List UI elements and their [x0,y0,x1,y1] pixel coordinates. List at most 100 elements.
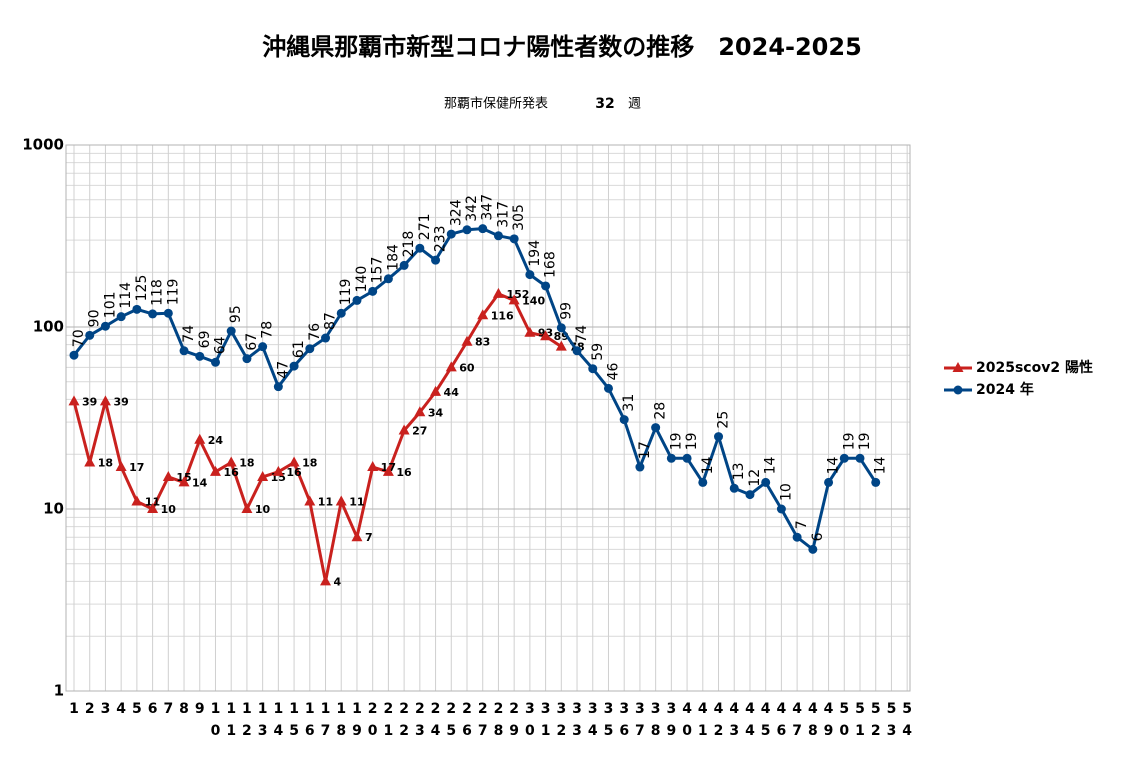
data-label: 39 [82,395,97,408]
marker [320,575,332,586]
subtitle-unit: 週 [628,97,641,112]
data-label: 69 [197,331,213,349]
data-label: 17 [637,441,653,459]
y-tick-label: 100 [33,318,64,336]
marker [572,346,582,356]
marker [666,453,676,463]
marker [414,406,426,417]
marker [635,462,645,472]
marker [148,309,158,319]
data-label: 10 [255,503,271,516]
marker [430,385,442,396]
marker [651,423,661,433]
data-label: 78 [260,321,276,339]
marker [461,335,473,346]
marker [351,531,363,542]
marker [729,483,739,493]
data-label: 342 [464,195,480,222]
marker [588,364,598,374]
data-label: 10 [161,503,177,516]
marker [209,465,221,476]
marker [619,415,629,425]
marker [477,309,489,320]
marker [398,424,410,435]
data-label: 347 [480,194,496,221]
marker [304,495,316,506]
marker [698,477,708,487]
marker [288,456,300,467]
y-tick-label: 1000 [22,136,64,154]
marker [493,231,503,241]
data-label: 4 [334,575,342,588]
series-line [72,227,877,551]
data-label: 11 [145,495,160,508]
marker [478,224,488,234]
data-label: 59 [590,343,606,361]
data-label: 324 [448,199,464,226]
data-label: 11 [318,495,333,508]
data-label: 233 [433,225,449,252]
data-label: 19 [857,432,873,450]
data-label: 19 [684,432,700,450]
marker [258,342,268,352]
marker [242,354,252,364]
legend-marker [953,385,963,395]
marker [132,304,142,314]
chart-subtitle: 那覇市保健所発表 [444,96,548,112]
data-label: 116 [491,309,514,322]
data-label: 140 [522,294,545,307]
series-line [72,292,563,583]
marker [682,453,692,463]
data-label: 83 [475,336,490,349]
data-label: 152 [506,288,529,301]
data-label: 114 [118,282,134,309]
marker [99,395,111,406]
data-label: 18 [98,457,113,470]
subtitle-week: 32 [595,96,614,112]
marker [792,532,802,542]
marker [509,234,519,244]
data-label: 14 [763,456,779,474]
data-label: 7 [794,520,810,529]
x-tick-label: 1 [69,701,79,717]
marker [257,470,269,481]
marker [147,503,159,513]
marker [225,456,237,467]
data-label: 17 [129,461,144,474]
x-tick-label: 5 [132,701,142,717]
data-label: 10 [778,483,794,501]
marker [446,229,456,239]
data-label: 14 [192,476,208,489]
marker [492,287,504,298]
marker [368,286,378,296]
data-label: 95 [228,305,244,323]
data-label: 44 [444,386,460,399]
marker [382,465,394,476]
data-label: 218 [401,231,417,258]
data-label: 11 [349,495,364,508]
data-label: 61 [291,340,307,358]
legend-marker [952,362,964,372]
x-tick-label: 6 [148,701,158,717]
data-label: 74 [574,325,590,343]
